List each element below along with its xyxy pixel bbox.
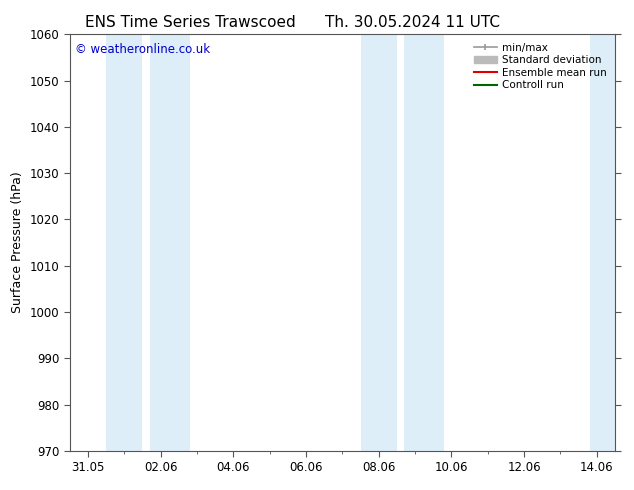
Bar [404, 34, 444, 451]
Legend: min/max, Standard deviation, Ensemble mean run, Controll run: min/max, Standard deviation, Ensemble me… [470, 40, 610, 94]
Bar [590, 34, 615, 451]
Y-axis label: Surface Pressure (hPa): Surface Pressure (hPa) [11, 172, 24, 314]
Bar [150, 34, 190, 451]
Bar [361, 34, 397, 451]
Text: ENS Time Series Trawscoed: ENS Time Series Trawscoed [85, 15, 295, 30]
Text: © weatheronline.co.uk: © weatheronline.co.uk [75, 43, 210, 56]
Text: Th. 30.05.2024 11 UTC: Th. 30.05.2024 11 UTC [325, 15, 500, 30]
Bar [106, 34, 143, 451]
